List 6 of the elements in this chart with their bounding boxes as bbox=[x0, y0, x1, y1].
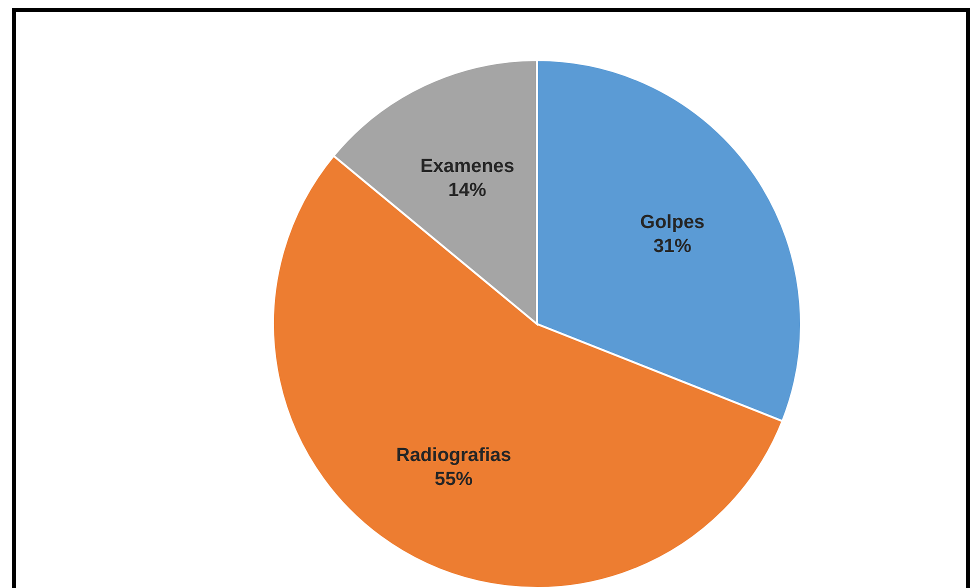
slice-label: Examenes bbox=[420, 156, 514, 178]
slice-label: Golpes bbox=[640, 212, 705, 234]
data-label: 31% bbox=[653, 236, 692, 257]
data-label: 14% bbox=[448, 180, 486, 201]
slice-label: Radiografias bbox=[396, 445, 512, 466]
data-label: 55% bbox=[434, 468, 473, 490]
